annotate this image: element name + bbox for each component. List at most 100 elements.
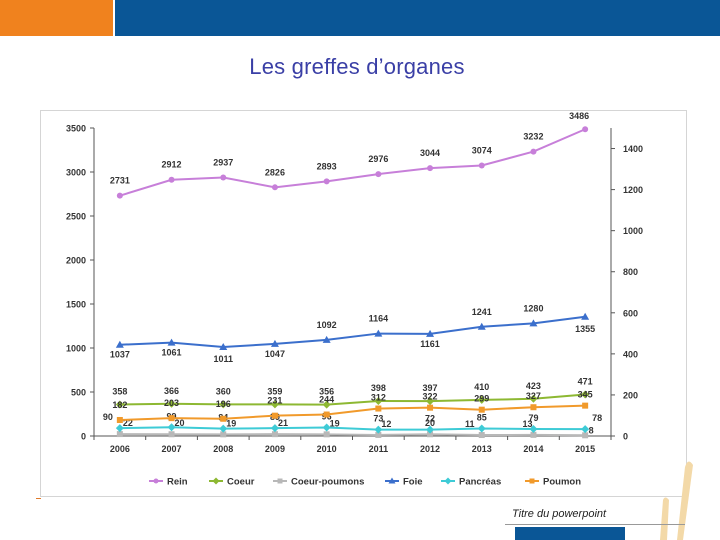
data-label-pancr-as: 72 — [425, 414, 435, 424]
data-label-foie: 1241 — [472, 307, 492, 317]
point-foie — [322, 335, 331, 343]
footer-divider — [505, 524, 685, 525]
right-tick-label: 1400 — [623, 144, 643, 154]
data-label-rein: 2826 — [265, 167, 285, 177]
legend-label-coeur-poumons: Coeur-poumons — [291, 477, 364, 488]
footer-blue-band — [515, 527, 625, 540]
data-label-foie: 1355 — [575, 324, 595, 334]
point-pancr-as — [581, 425, 590, 434]
point-coeur-poumons — [427, 431, 434, 438]
legend-marker-foie — [388, 477, 396, 484]
data-label-poumon: 244 — [319, 395, 334, 405]
point-pancr-as — [426, 425, 435, 434]
x-tick-label: 2009 — [265, 444, 285, 454]
header-orange-band — [0, 0, 113, 36]
data-label-pancr-as: 73 — [373, 414, 383, 424]
point-foie — [477, 322, 486, 330]
data-label-coeur-poumons: 8 — [589, 425, 594, 435]
x-tick-label: 2014 — [523, 444, 543, 454]
x-tick-label: 2015 — [575, 444, 595, 454]
point-foie — [167, 338, 176, 346]
point-rein — [530, 148, 537, 155]
point-poumon — [116, 416, 123, 423]
point-coeur — [529, 394, 538, 403]
left-tick-label: 2000 — [66, 256, 86, 266]
point-coeur-poumons — [478, 432, 485, 439]
point-coeur — [322, 400, 331, 409]
point-coeur-poumons — [375, 431, 382, 438]
point-coeur-poumons — [168, 431, 175, 438]
data-label-poumon: 182 — [112, 400, 127, 410]
point-coeur-poumons — [116, 431, 123, 438]
data-label-rein: 3486 — [569, 111, 589, 121]
data-label-foie: 1061 — [162, 348, 182, 358]
right-tick-label: 800 — [623, 267, 638, 277]
right-tick-label: 200 — [623, 390, 638, 400]
point-pancr-as — [115, 424, 124, 433]
series-line-rein — [119, 128, 586, 197]
legend-marker-poumon — [529, 478, 535, 484]
data-label-pancr-as: 78 — [592, 413, 602, 423]
footer-title: Titre du powerpoint — [512, 508, 607, 520]
legend-label-poumon: Poumon — [543, 477, 581, 488]
point-coeur-poumons — [271, 431, 278, 438]
data-label-pancr-as: 79 — [528, 413, 538, 423]
point-rein — [375, 171, 382, 178]
left-tick-label: 3000 — [66, 168, 86, 178]
point-foie — [219, 343, 228, 351]
series-line-coeur — [119, 393, 586, 406]
left-tick-label: 0 — [81, 432, 86, 442]
x-tick-label: 2008 — [213, 444, 233, 454]
point-poumon — [427, 404, 434, 411]
point-pancr-as — [374, 425, 383, 434]
data-label-foie: 1092 — [317, 320, 337, 330]
data-label-foie: 1161 — [420, 339, 440, 349]
point-pancr-as — [529, 425, 538, 434]
data-label-poumon: 203 — [164, 398, 179, 408]
data-label-coeur-poumons: 11 — [465, 419, 475, 429]
data-label-rein: 2731 — [110, 176, 130, 186]
point-rein — [582, 126, 589, 133]
left-tick-label: 500 — [71, 388, 86, 398]
data-label-coeur: 398 — [371, 383, 386, 393]
point-coeur — [115, 400, 124, 409]
point-poumon — [168, 415, 175, 422]
brand-swoosh-icon — [660, 461, 693, 540]
point-poumon — [220, 415, 227, 422]
data-label-poumon: 231 — [267, 396, 282, 406]
decorative-dash — [36, 498, 41, 499]
page-title: Les greffes d’organes — [249, 54, 465, 79]
data-label-coeur: 366 — [164, 386, 179, 396]
x-tick-label: 2012 — [420, 444, 440, 454]
data-label-coeur: 360 — [216, 386, 231, 396]
point-coeur — [581, 390, 590, 399]
point-coeur-poumons — [323, 431, 330, 438]
point-foie — [270, 339, 279, 347]
x-tick-label: 2011 — [369, 444, 389, 454]
data-label-coeur-poumons: 12 — [381, 419, 391, 429]
line-chart: 0 500 1000 1500 2000 2500 3000 3500 0 200 400 600 80… — [66, 111, 643, 488]
series-line-foie — [119, 315, 586, 349]
point-coeur — [477, 395, 486, 404]
data-label-coeur-poumons: 20 — [175, 418, 185, 428]
left-tick-label: 1000 — [66, 344, 86, 354]
point-foie — [374, 329, 383, 337]
point-rein — [168, 176, 175, 183]
x-tick-label: 2007 — [162, 444, 182, 454]
data-label-poumon: 322 — [423, 392, 438, 402]
point-foie — [115, 340, 124, 348]
left-tick-label: 3500 — [66, 124, 86, 134]
point-rein — [323, 178, 330, 185]
point-pancr-as — [270, 424, 279, 433]
data-label-foie: 1011 — [213, 354, 233, 364]
point-coeur-poumons — [582, 432, 589, 439]
data-label-rein: 3232 — [523, 132, 543, 142]
point-poumon — [271, 412, 278, 419]
point-rein — [427, 165, 434, 172]
data-label-coeur: 356 — [319, 387, 334, 397]
data-label-coeur-poumons: 19 — [226, 418, 236, 428]
data-label-coeur-poumons: 13 — [522, 419, 532, 429]
data-label-rein: 2893 — [317, 161, 337, 171]
data-label-coeur-poumons: 22 — [123, 418, 133, 428]
data-label-poumon: 312 — [371, 393, 386, 403]
